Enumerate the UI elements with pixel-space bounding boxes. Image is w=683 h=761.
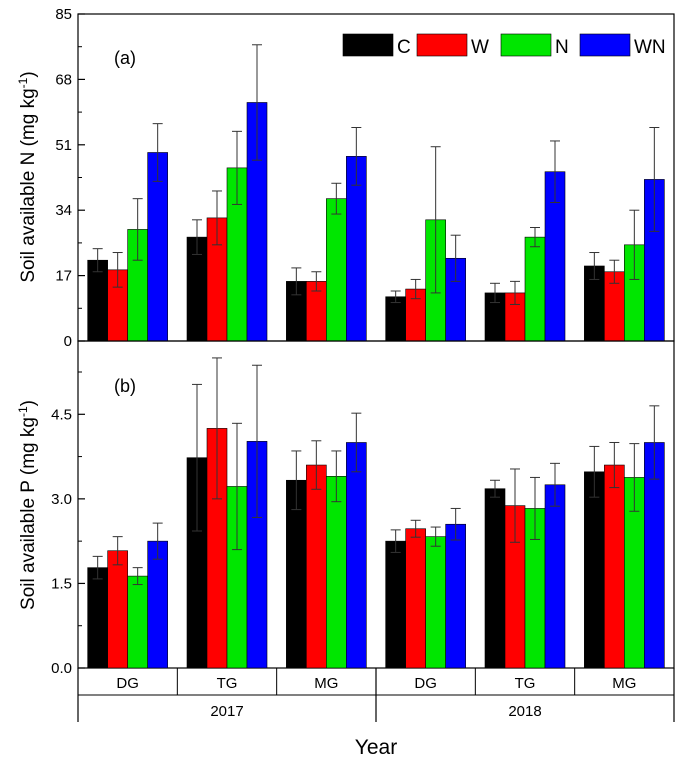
panel-a-y-axis-label: Soil available N (mg kg-1): [16, 71, 39, 282]
legend-swatch-wn: [579, 33, 631, 57]
panel-a-y-axis-label-sup: -1: [16, 77, 30, 88]
panel-a-y-axis-label-end: ): [18, 71, 39, 77]
bar-b-w-0: [107, 550, 128, 669]
legend-label-c: C: [397, 37, 411, 58]
bar-b-w-2: [306, 464, 327, 669]
panel-a-y-axis-label-main: Soil available N (mg kg: [18, 88, 39, 282]
bar-a-c-0: [87, 259, 108, 342]
panel-a-y-ticks: 0 17 34 51 68 85: [55, 6, 85, 350]
bar-b-n-3: [425, 536, 446, 669]
legend-label-w: W: [471, 37, 489, 58]
bar-b-c-3: [385, 540, 406, 669]
x-category-label-2: MG: [314, 675, 338, 692]
panel-a-label: (a): [114, 48, 136, 68]
legend-swatch-c: [342, 33, 394, 57]
x-category-label-0: DG: [116, 675, 139, 692]
legend-swatch-n: [500, 33, 552, 57]
bar-a-n-4: [524, 236, 546, 342]
bar-b-wn-2: [346, 442, 367, 669]
panel-a-y-tick-label-5: 85: [55, 6, 72, 23]
bar-b-c-4: [484, 488, 506, 669]
panel-b-y-axis-label-end: ): [18, 400, 39, 406]
panel-a-y-tick-label-0: 0: [64, 333, 72, 350]
panel-b-y-tick-label-0: 0.0: [51, 660, 72, 677]
panel-a-y-tick-label-3: 51: [55, 137, 72, 154]
panel-b-y-ticks: 0.0 1.5 3.0 4.5: [51, 371, 85, 677]
x-category-label-4: TG: [515, 675, 536, 692]
panel-a-bars: [87, 44, 665, 342]
x-category-label-1: TG: [217, 675, 238, 692]
panel-b-y-axis-label: Soil available P (mg kg-1): [16, 400, 39, 610]
panel-b: 0.0 1.5 3.0 4.5 (b) Soil available P (mg kg…: [16, 340, 675, 677]
bar-b-wn-0: [147, 540, 168, 669]
x-axis-categories: DG TG MG DG TG MG: [116, 668, 636, 695]
panel-b-y-axis-label-sup: -1: [16, 406, 30, 417]
bar-a-c-3: [385, 296, 406, 342]
bar-b-c-0: [87, 567, 108, 669]
bar-b-c-5: [584, 471, 605, 669]
panel-b-y-axis-label-main: Soil available P (mg kg: [18, 417, 39, 610]
legend-label-wn: WN: [634, 37, 666, 58]
bar-b-w-5: [604, 464, 625, 669]
panel-a: 0 17 34 51 68 85 (a) Soil available N (mg kg-…: [16, 6, 675, 350]
panel-b-y-tick-label-1: 1.5: [51, 575, 72, 592]
panel-b-bars: [87, 357, 665, 669]
x-axis: DG TG MG DG TG MG 2017 2018 Year: [77, 668, 675, 759]
panel-b-y-tick-label-2: 3.0: [51, 491, 72, 508]
panel-a-y-tick-label-2: 34: [55, 202, 72, 219]
x-category-label-5: MG: [612, 675, 636, 692]
legend-swatch-w: [416, 33, 468, 57]
legend-label-n: N: [555, 37, 569, 58]
x-group-label-1: 2018: [508, 703, 541, 720]
panel-b-label: (b): [114, 376, 136, 396]
legend: C W N WN: [342, 33, 666, 58]
bar-b-n-2: [326, 476, 347, 669]
panel-b-y-tick-label-3: 4.5: [51, 406, 72, 423]
x-group-label-0: 2017: [210, 703, 243, 720]
bar-b-w-3: [405, 528, 426, 669]
x-axis-label: Year: [355, 736, 397, 759]
panel-a-y-tick-label-1: 17: [55, 268, 72, 285]
x-axis-groups: 2017 2018: [210, 668, 542, 722]
bar-b-n-0: [127, 575, 148, 669]
panel-a-y-tick-label-4: 68: [55, 71, 72, 88]
bar-a-n-2: [326, 198, 347, 342]
x-category-label-3: DG: [414, 675, 437, 692]
bar-b-wn-4: [544, 484, 566, 669]
bar-b-wn-3: [445, 523, 466, 669]
